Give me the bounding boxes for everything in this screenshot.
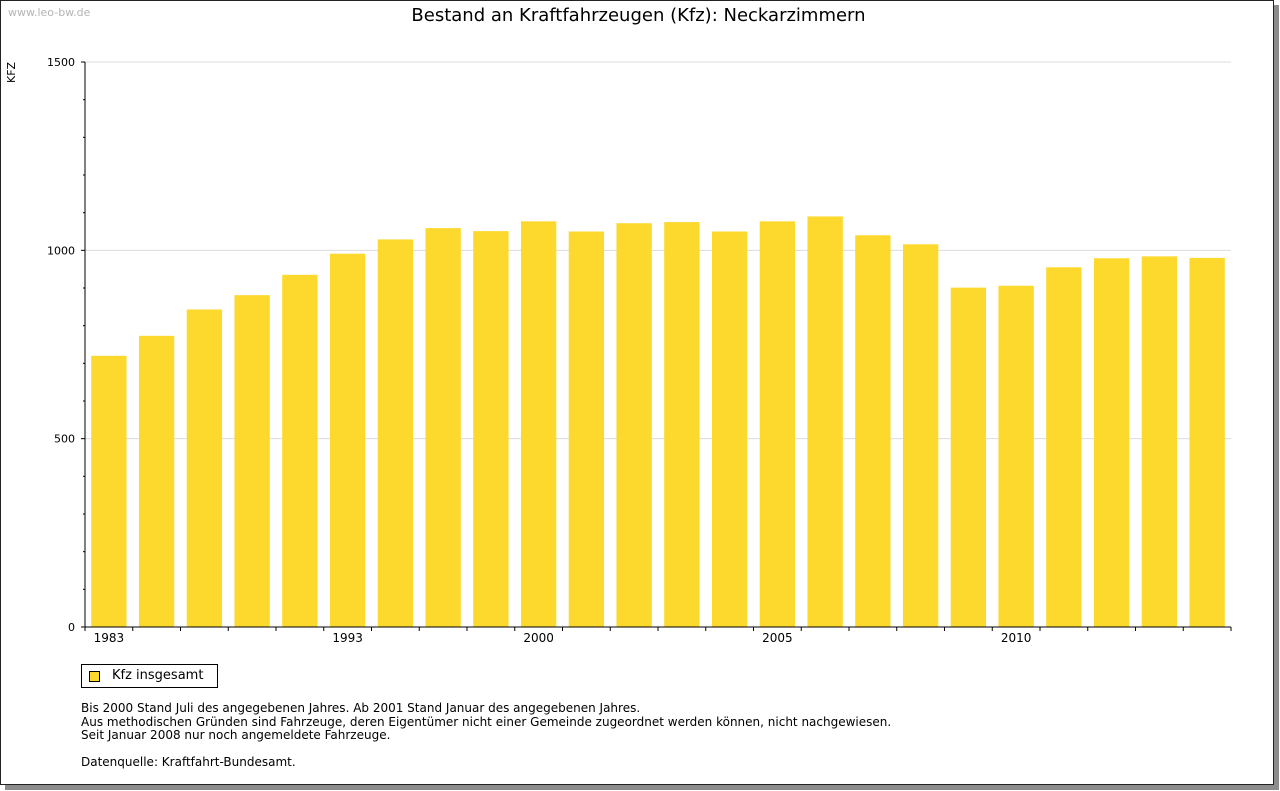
bar-2012 — [1093, 258, 1130, 627]
footnote-line: Bis 2000 Stand Juli des angegebenen Jahr… — [81, 701, 641, 715]
bar-2011 — [1046, 267, 1082, 627]
bar-1999 — [473, 231, 509, 627]
y-tick-label: 0 — [68, 621, 75, 634]
footnote-line: Seit Januar 2008 nur noch angemeldete Fa… — [81, 728, 391, 742]
bar-2002 — [616, 223, 652, 628]
chart-title: Bestand an Kraftfahrzeugen (Kfz): Neckar… — [411, 5, 866, 26]
bar-1995 — [377, 239, 414, 627]
x-tick-label: 1983 — [94, 631, 125, 645]
legend: Kfz insgesamt — [81, 664, 218, 688]
bar-1989 — [234, 295, 270, 627]
bar-1983 — [91, 355, 127, 627]
bar-1987 — [186, 309, 223, 627]
bar-chart: 0 500 1000 1500 1983 1993 2000 2005 2010 — [47, 56, 1232, 645]
bar-2006 — [807, 216, 843, 627]
bar-1991 — [282, 274, 318, 627]
bar-2005 — [759, 221, 796, 627]
bar-2010 — [998, 285, 1034, 627]
footnotes: Bis 2000 Stand Juli des angegebenen Jahr… — [81, 701, 892, 769]
x-tick-label: 2005 — [762, 631, 793, 645]
data-source: Datenquelle: Kraftfahrt-Bundesamt. — [81, 754, 296, 769]
y-tick-label: 1000 — [47, 244, 75, 257]
legend-label: Kfz insgesamt — [112, 668, 204, 683]
bar-2004 — [711, 231, 748, 627]
bar-2003 — [664, 222, 700, 628]
x-tick-label: 1993 — [332, 631, 363, 645]
footnote-line: Aus methodischen Gründen sind Fahrzeuge,… — [81, 714, 892, 729]
bar-2007 — [855, 235, 891, 627]
bar-1985 — [138, 335, 175, 627]
bar-2014 — [1189, 257, 1225, 627]
bar-2000 — [520, 221, 557, 627]
bar-2009 — [950, 287, 987, 627]
x-tick-label: 2000 — [523, 631, 554, 645]
bar-2013 — [1141, 256, 1178, 627]
bar-1993 — [329, 253, 366, 627]
x-tick-label: 2010 — [1001, 631, 1032, 645]
y-tick-label: 1500 — [47, 56, 75, 69]
bar-2008 — [902, 244, 939, 627]
watermark: www.leo-bw.de — [8, 6, 91, 19]
bar-2001 — [568, 231, 605, 627]
legend-swatch — [89, 671, 100, 682]
bar-1997 — [425, 228, 461, 628]
y-tick-label: 500 — [54, 433, 75, 446]
